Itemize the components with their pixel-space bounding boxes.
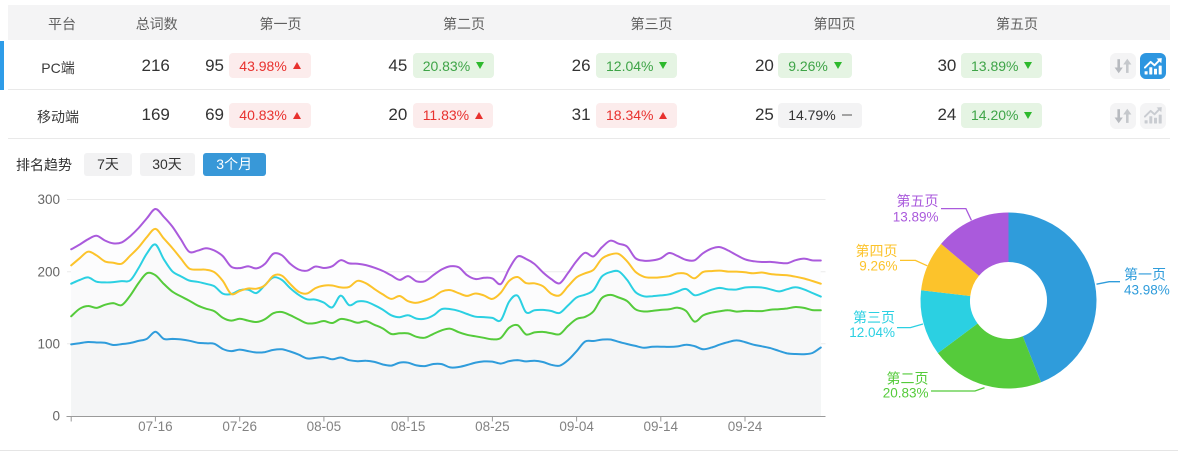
- svg-text:0: 0: [52, 409, 60, 424]
- svg-text:08-05: 08-05: [307, 419, 342, 434]
- svg-text:08-25: 08-25: [475, 419, 510, 434]
- svg-text:09-04: 09-04: [559, 419, 594, 434]
- svg-text:100: 100: [37, 337, 60, 352]
- svg-text:第四页: 第四页: [856, 243, 898, 259]
- svg-text:第一页: 第一页: [1124, 267, 1166, 283]
- svg-text:200: 200: [37, 264, 60, 279]
- svg-text:43.98%: 43.98%: [1124, 282, 1170, 297]
- svg-text:300: 300: [37, 192, 60, 207]
- svg-text:13.89%: 13.89%: [893, 209, 939, 224]
- svg-text:09-14: 09-14: [644, 419, 679, 434]
- svg-text:08-15: 08-15: [391, 419, 426, 434]
- svg-text:07-26: 07-26: [222, 419, 257, 434]
- svg-text:09-24: 09-24: [728, 419, 763, 434]
- svg-text:第五页: 第五页: [897, 193, 939, 209]
- svg-text:第二页: 第二页: [887, 370, 929, 386]
- svg-text:07-16: 07-16: [138, 419, 173, 434]
- svg-text:第三页: 第三页: [853, 310, 895, 326]
- svg-text:12.04%: 12.04%: [849, 325, 895, 340]
- svg-text:20.83%: 20.83%: [883, 386, 929, 401]
- svg-text:9.26%: 9.26%: [859, 259, 897, 274]
